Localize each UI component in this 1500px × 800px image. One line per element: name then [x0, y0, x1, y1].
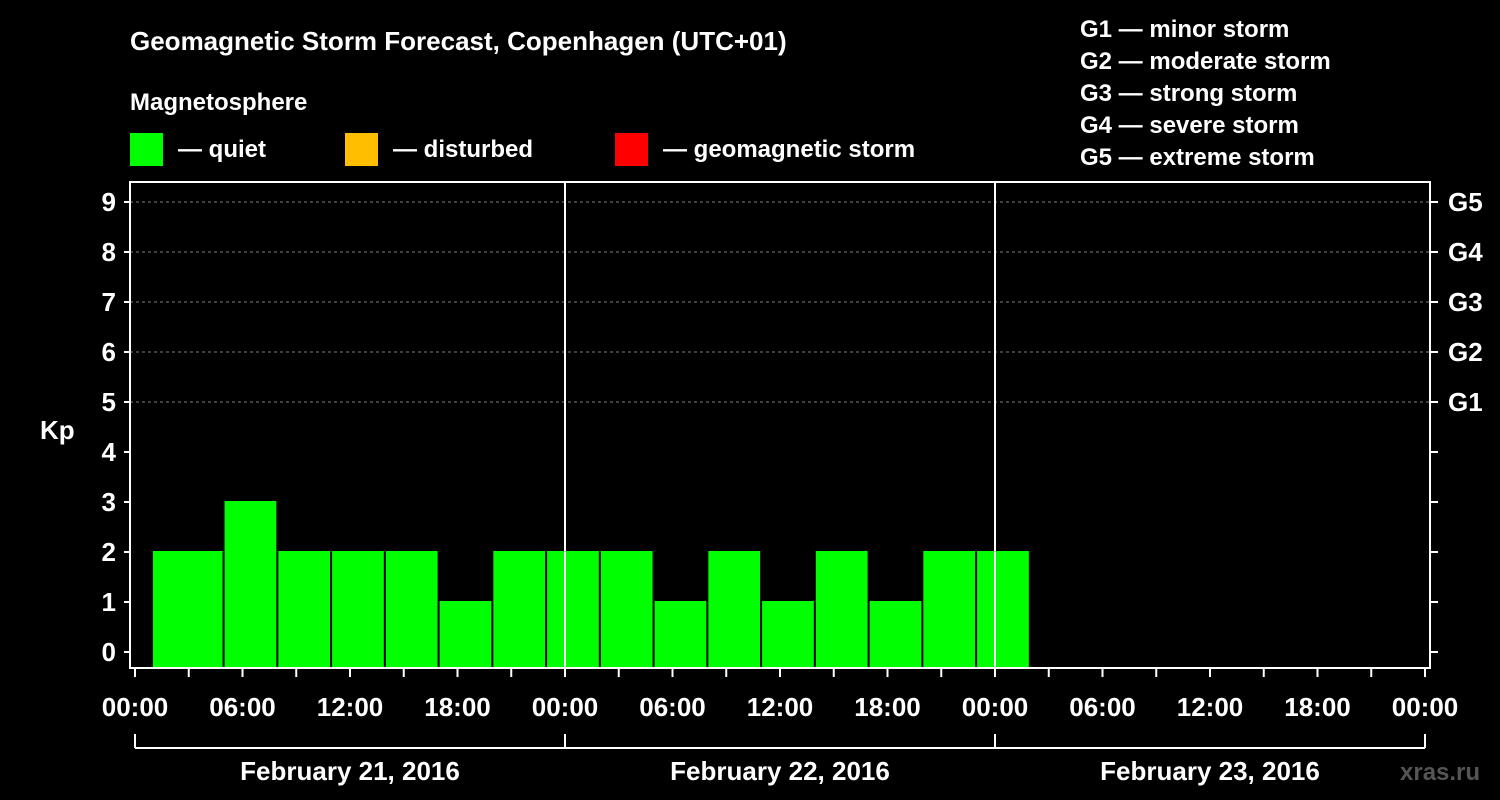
- kp-bar: [385, 551, 438, 668]
- legend-label: — geomagnetic storm: [663, 136, 915, 163]
- kp-bar: [923, 551, 976, 668]
- storm-level-label: G1: [1448, 387, 1483, 417]
- y-tick-label: 4: [102, 437, 117, 467]
- kp-bar: [977, 551, 1029, 668]
- storm-scale-item: G5 — extreme storm: [1080, 144, 1315, 171]
- storm-scale-item: G3 — strong storm: [1080, 80, 1297, 107]
- watermark: xras.ru: [1400, 759, 1480, 786]
- kp-bar: [332, 551, 384, 668]
- x-tick-label: 12:00: [747, 692, 814, 722]
- x-tick-label: 00:00: [962, 692, 1029, 722]
- kp-bar: [170, 551, 223, 668]
- storm-level-axis: G1 G2 G3 G4 G5: [1430, 187, 1483, 653]
- date-label: February 23, 2016: [1100, 756, 1320, 786]
- y-axis: 0 1 2 3 4 5 6 7 8 9: [102, 187, 130, 667]
- storm-level-label: G5: [1448, 187, 1483, 217]
- x-tick-label: 00:00: [102, 692, 169, 722]
- kp-bar: [815, 551, 868, 668]
- legend: — quiet — disturbed — geomagnetic storm: [130, 133, 915, 166]
- y-tick-label: 1: [102, 587, 116, 617]
- x-tick-label: 06:00: [1069, 692, 1136, 722]
- legend-title: Magnetosphere: [130, 89, 307, 116]
- legend-label: — disturbed: [393, 136, 533, 163]
- date-axis: February 21, 2016 February 22, 2016 Februa…: [134, 734, 1426, 786]
- x-tick-label: 18:00: [424, 692, 491, 722]
- y-tick-label: 7: [102, 287, 116, 317]
- kp-bar: [493, 551, 546, 668]
- y-tick-label: 6: [102, 337, 116, 367]
- kp-bar: [869, 601, 922, 668]
- kp-bar: [762, 601, 814, 668]
- y-tick-label: 5: [102, 387, 116, 417]
- x-tick-label: 00:00: [532, 692, 599, 722]
- x-tick-label: 06:00: [209, 692, 276, 722]
- y-tick-label: 9: [102, 187, 116, 217]
- date-label: February 22, 2016: [670, 756, 890, 786]
- y-tick-label: 0: [102, 637, 116, 667]
- y-tick-label: 3: [102, 487, 116, 517]
- kp-bar: [278, 551, 331, 668]
- x-tick-label: 18:00: [1284, 692, 1351, 722]
- storm-level-label: G4: [1448, 237, 1483, 267]
- kp-bar: [224, 501, 277, 668]
- storm-scale-item: G1 — minor storm: [1080, 16, 1289, 43]
- x-tick-label: 00:00: [1392, 692, 1459, 722]
- storm-level-label: G3: [1448, 287, 1483, 317]
- kp-bar: [547, 551, 599, 668]
- y-axis-label: Kp: [40, 415, 75, 445]
- storm-scale-legend: G1 — minor storm G2 — moderate storm G3 — …: [1080, 16, 1331, 171]
- x-axis: 00:00 06:00 12:00 18:00 00:00 06:00 12:00 18:00…: [102, 668, 1459, 722]
- kp-bar: [439, 601, 492, 668]
- y-tick-label: 2: [102, 537, 116, 567]
- kp-bar: [654, 601, 707, 668]
- x-tick-label: 12:00: [1177, 692, 1244, 722]
- x-tick-label: 12:00: [317, 692, 384, 722]
- grid: [130, 201, 1430, 403]
- storm-scale-item: G4 — severe storm: [1080, 112, 1299, 139]
- legend-swatch: [130, 133, 163, 166]
- legend-swatch: [345, 133, 378, 166]
- legend-label: — quiet: [178, 136, 266, 163]
- date-label: February 21, 2016: [240, 756, 460, 786]
- storm-level-label: G2: [1448, 337, 1483, 367]
- bars: [152, 501, 1029, 668]
- storm-scale-item: G2 — moderate storm: [1080, 48, 1331, 75]
- chart-title: Geomagnetic Storm Forecast, Copenhagen (…: [130, 26, 787, 56]
- kp-bar: [708, 551, 761, 668]
- kp-bar: [600, 551, 653, 668]
- x-tick-label: 06:00: [639, 692, 706, 722]
- legend-swatch: [615, 133, 648, 166]
- y-tick-label: 8: [102, 237, 116, 267]
- x-tick-label: 18:00: [854, 692, 921, 722]
